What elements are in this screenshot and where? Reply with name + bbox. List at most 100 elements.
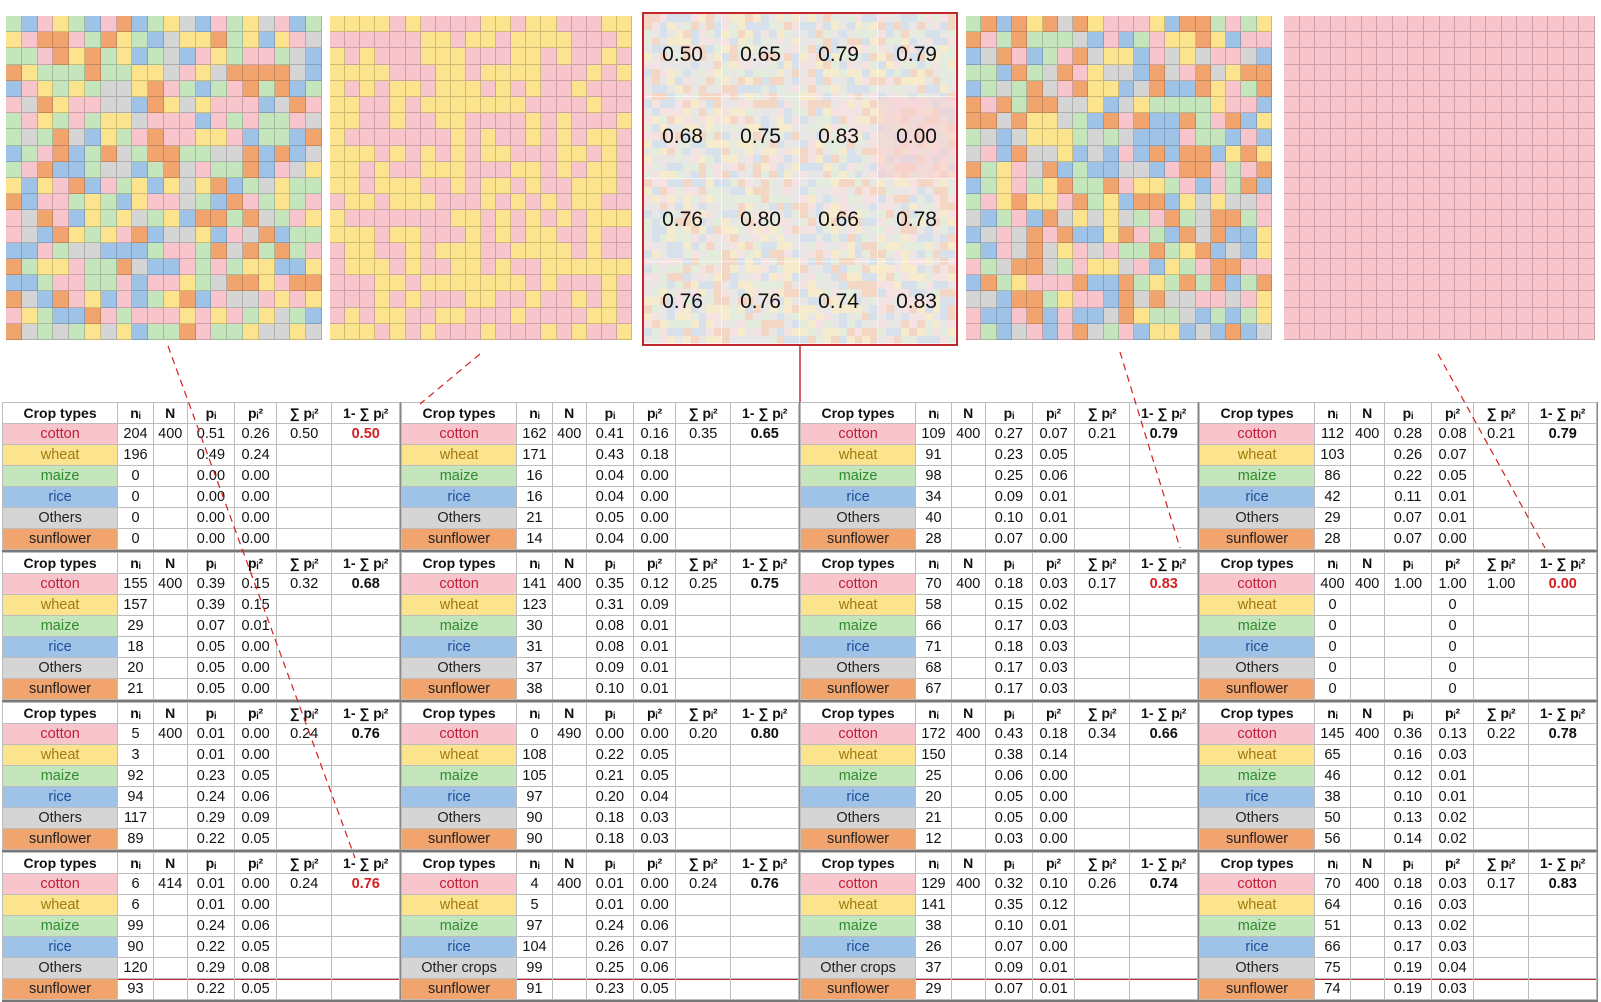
crop-cell <box>375 210 391 227</box>
index-map-pixel <box>940 45 949 54</box>
index-map-pixel <box>745 61 754 69</box>
index-map-pixel <box>690 124 699 132</box>
total-cell <box>551 765 587 787</box>
crop-cell <box>1134 113 1150 130</box>
crop-cell <box>405 161 421 178</box>
crop-cell <box>274 64 291 81</box>
count-cell: 14 <box>516 528 553 550</box>
index-map-pixel <box>729 163 738 172</box>
index-map-pixel <box>807 186 816 195</box>
index-map-pixel <box>831 226 839 234</box>
index-map-pixel <box>698 194 707 203</box>
count-cell: 129 <box>915 873 952 895</box>
crop-cell <box>511 178 527 195</box>
index-map-pixel <box>784 131 793 140</box>
crop-cell <box>1241 291 1257 308</box>
crop-type-cell: sunflower <box>400 978 518 1000</box>
index-map-pixel <box>698 179 707 187</box>
index-map-pixel <box>651 37 660 46</box>
crop-cell <box>306 242 322 259</box>
index-map-pixel <box>862 147 871 156</box>
crop-cell <box>556 32 572 49</box>
table-row: rice 34 0.09 0.01 <box>799 486 1198 508</box>
crop-cell <box>1361 97 1378 114</box>
crop-cell <box>1439 145 1456 162</box>
index-map-pixel <box>753 14 761 22</box>
index-map-pixel <box>690 304 699 313</box>
index-map-pixel <box>737 265 746 274</box>
crop-cell <box>511 113 527 130</box>
index-map-pixel <box>948 45 956 54</box>
crop-cell <box>1256 64 1272 81</box>
crop-cell <box>148 80 164 97</box>
index-map-pixel <box>745 194 754 203</box>
index-map-pixel <box>722 21 730 30</box>
crop-cell <box>1164 194 1181 211</box>
total-cell <box>1349 915 1385 937</box>
index-map-pixel <box>948 194 956 203</box>
crop-cell <box>586 80 602 97</box>
index-value: 0.79 <box>800 14 878 97</box>
crop-type-cell: cotton <box>1 573 119 595</box>
crop-cell <box>420 145 436 162</box>
crop-cell <box>195 242 212 259</box>
index-map-pixel <box>815 241 824 250</box>
index-map-pixel <box>917 226 925 234</box>
crop-cell <box>481 16 497 33</box>
crop-cell <box>1011 226 1028 243</box>
proportion-cell: 0.26 <box>1383 444 1433 466</box>
crop-cell <box>1455 97 1471 114</box>
crop-cell <box>1377 48 1393 65</box>
table-header-cell: nᵢ <box>117 852 154 874</box>
crop-cell <box>1284 275 1300 292</box>
index-map-pixel <box>800 281 808 289</box>
index-map-pixel <box>909 273 917 282</box>
crop-cell <box>116 259 133 276</box>
index-map-pixel <box>753 336 761 344</box>
index-map-pixel <box>706 155 715 164</box>
crop-cell <box>227 275 243 292</box>
index-map-pixel <box>862 336 871 344</box>
crop-cell <box>1423 275 1440 292</box>
crop-type-cell: Other crops <box>799 957 917 979</box>
table-header-cell: pᵢ² <box>1431 552 1474 574</box>
proportion-squared-cell: 0.00 <box>234 873 277 895</box>
crop-cell <box>1073 16 1089 33</box>
index-map-pixel <box>917 21 925 30</box>
crop-cell <box>526 323 542 340</box>
table-header-cell: N <box>1349 402 1385 424</box>
crop-cell <box>601 64 617 81</box>
table-row: wheat 3 0.01 0.00 <box>1 744 400 766</box>
table-row: cotton 70 400 0.18 0.03 0.17 0.83 <box>1198 873 1597 895</box>
proportion-cell: 0.22 <box>186 936 236 958</box>
index-map-pixel <box>846 312 855 321</box>
crop-cell <box>1299 226 1316 243</box>
sum-squared-cell <box>1073 936 1131 958</box>
crop-cell <box>420 113 436 130</box>
crop-cell <box>1361 48 1378 65</box>
sum-squared-cell <box>674 528 732 550</box>
index-map-pixel <box>768 14 777 22</box>
crop-cell <box>1195 242 1211 259</box>
crop-cell <box>1361 275 1378 292</box>
crop-cell <box>1548 16 1564 33</box>
crop-cell <box>405 178 421 195</box>
index-map-pixel <box>924 179 933 187</box>
index-map-pixel <box>737 226 746 234</box>
count-cell: 70 <box>1314 873 1351 895</box>
table-row: Others 75 0.19 0.04 <box>1198 957 1597 979</box>
index-map-pixel <box>901 226 910 234</box>
index-map-pixel <box>924 61 933 69</box>
index-map-pixel <box>854 210 863 219</box>
crop-type-cell: sunflower <box>799 978 917 1000</box>
crop-cell <box>465 129 481 146</box>
crop-cell <box>1579 145 1595 162</box>
table-row: cotton 162 400 0.41 0.16 0.35 0.65 <box>400 423 799 445</box>
sum-squared-cell <box>674 636 732 658</box>
crop-cell <box>1027 80 1043 97</box>
crop-type-cell: sunflower <box>799 528 917 550</box>
crop-cell <box>306 16 322 33</box>
index-map-pixel <box>932 14 941 22</box>
index-map-pixel <box>651 241 660 250</box>
